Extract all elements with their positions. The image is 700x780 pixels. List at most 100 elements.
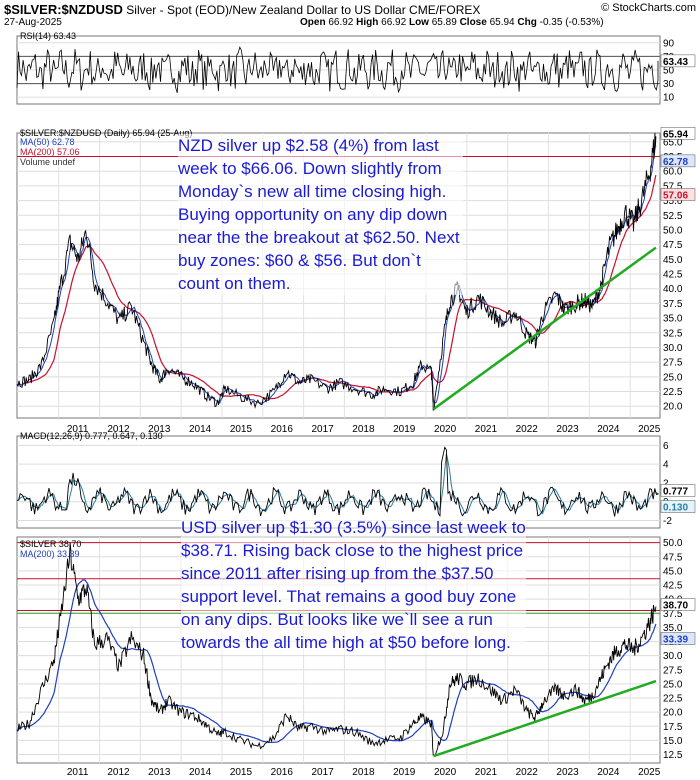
price-tag-label: 65.94 [663,129,688,140]
x-tick-label: 2020 [434,767,457,778]
symbol: $SILVER:$NZDUSD [4,2,123,17]
x-tick-label: 2014 [189,424,212,435]
y-tick-label: 30 [663,79,675,90]
y-tick-label: 4 [663,460,669,471]
legend-entry: Volume undef [20,157,76,167]
x-tick-label: 2011 [67,424,89,435]
price-line [16,542,657,757]
y-tick-label: 50.0 [663,538,683,549]
x-tick-label: 2023 [556,767,579,778]
y-tick-label: 35.0 [663,623,683,634]
low-value: 65.89 [431,17,457,28]
price-tag-label: 33.39 [663,634,688,645]
y-tick-label: 37.5 [663,609,683,620]
y-tick-label: 60.0 [663,167,683,178]
legend-entry: MA(50) 62.78 [20,137,75,147]
price-tag [660,598,696,611]
price-tag [660,127,696,140]
x-tick-label: 2019 [393,767,416,778]
x-tick-label: 2022 [516,424,539,435]
chg-label: Chg [517,17,537,28]
x-tick-label: 2017 [311,767,334,778]
x-tick-label: 2016 [271,767,294,778]
chart-title: $SILVER:$NZDUSD Silver - Spot (EOD)/New … [4,2,480,17]
x-tick-label: 2024 [597,424,620,435]
x-tick-label: 2023 [556,424,579,435]
x-tick-label: 2018 [352,767,375,778]
chg-value: -0.35 (-0.53%) [539,17,604,28]
price-tag [660,632,696,645]
rsi-title: RSI(14) 63.43 [20,31,76,41]
chart-header: $SILVER:$NZDUSD Silver - Spot (EOD)/New … [0,0,700,32]
x-tick-label: 2012 [107,767,130,778]
usd-annotation: USD silver up $1.30 (3.5%) since last we… [181,516,526,654]
price-tag-label: 0.130 [663,502,688,513]
legend-entry: MA(200) 33.39 [20,549,80,559]
macd-panel-frame [16,435,661,529]
x-tick-label: 2021 [475,767,498,778]
x-tick-label: 2021 [475,424,498,435]
high-value: 66.92 [381,17,407,28]
price-line [16,132,657,411]
y-tick-label: 42.5 [663,270,683,281]
y-tick-label: 55.0 [663,196,683,207]
open-label: Open [300,17,326,28]
y-tick-label: 12.5 [663,750,683,761]
chart-date: 27-Aug-2025 [4,17,62,28]
y-tick-label: 20.0 [663,402,683,413]
y-tick-label: 27.5 [663,358,683,369]
x-tick-label: 2017 [311,424,334,435]
legend-entry: MA(200) 57.06 [20,147,80,157]
low-label: Low [408,17,429,28]
price-tag [660,154,696,168]
close-value: 65.94 [489,17,515,28]
y-tick-label: 50.0 [663,225,683,236]
nzd-annotation: NZD silver up $2.58 (4%) from last week … [178,134,463,295]
y-tick-label: 37.5 [663,299,683,310]
x-tick-label: 2016 [271,424,294,435]
macd-line [16,446,659,518]
y-tick-label: 17.5 [663,722,683,733]
y-tick-label: 45.0 [663,566,683,577]
y-tick-label: 30.0 [663,343,683,354]
x-tick-label: 2022 [516,767,539,778]
y-tick-label: 42.5 [663,581,683,592]
price-tag-label: 0.777 [663,486,688,497]
x-tick-label: 2012 [107,424,130,435]
y-tick-label: 90 [663,38,675,49]
y-tick-label: 6 [663,441,669,452]
y-tick-label: 65.0 [663,137,683,148]
high-label: High [356,17,379,28]
y-tick-label: 52.5 [663,211,683,222]
price-tag [660,54,696,68]
y-tick-label: 10 [663,93,675,104]
price-tag-label: 38.70 [663,600,688,611]
price-tag-label: 63.43 [663,57,688,68]
price-tag [660,500,696,513]
y-tick-label: 47.5 [663,552,683,563]
x-tick-label: 2013 [148,767,171,778]
y-tick-label: 25.0 [663,372,683,383]
x-tick-label: 2025 [638,424,661,435]
open-value: 66.92 [328,17,354,28]
ma200-line [16,174,657,400]
y-tick-label: -2 [663,516,672,527]
rsi-line [16,46,659,94]
macd-title: MACD(12,26,9) 0.777, 0.647, 0.130 [20,431,163,441]
y-tick-label: 35.0 [663,314,683,325]
x-tick-label: 2025 [638,767,661,778]
y-tick-label: 40.0 [663,284,683,295]
ohlc-readout: Open 66.92 High 66.92 Low 65.89 Close 65… [300,17,604,28]
x-tick-label: 2014 [189,767,212,778]
x-tick-label: 2015 [230,767,253,778]
y-tick-label: 30.0 [663,651,683,662]
y-tick-label: 15.0 [663,736,683,747]
y-tick-label: 20.0 [663,708,683,719]
x-tick-label: 2024 [597,767,620,778]
x-tick-label: 2013 [148,424,171,435]
x-tick-label: 2020 [434,424,457,435]
credit[interactable]: © StockCharts.com [601,2,696,14]
y-tick-label: 47.5 [663,240,683,251]
x-tick-label: 2019 [393,424,416,435]
y-tick-label: 25.0 [663,679,683,690]
